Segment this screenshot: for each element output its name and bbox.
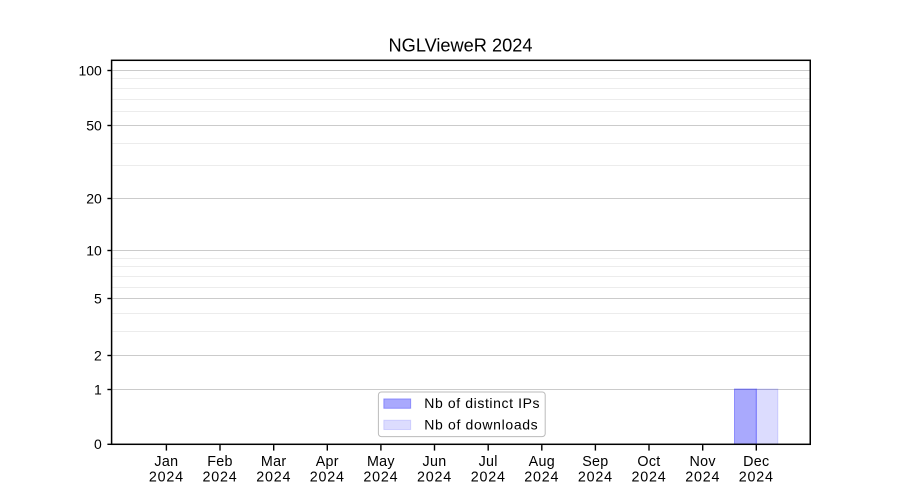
svg-text:Nb of distinct IPs: Nb of distinct IPs: [424, 395, 540, 411]
svg-text:Jul: Jul: [479, 454, 498, 470]
svg-text:100: 100: [78, 62, 102, 78]
svg-text:2: 2: [94, 347, 102, 363]
svg-text:2024: 2024: [310, 470, 345, 486]
svg-text:2024: 2024: [256, 470, 291, 486]
svg-text:50: 50: [86, 117, 102, 133]
svg-text:2024: 2024: [202, 470, 237, 486]
svg-text:2024: 2024: [578, 470, 613, 486]
svg-text:NGLVieweR 2024: NGLVieweR 2024: [389, 36, 533, 56]
svg-text:2024: 2024: [363, 470, 398, 486]
svg-text:Jan: Jan: [154, 454, 178, 470]
svg-text:1: 1: [94, 381, 102, 397]
svg-text:2024: 2024: [739, 470, 774, 486]
svg-text:2024: 2024: [524, 470, 559, 486]
svg-text:2024: 2024: [471, 470, 506, 486]
svg-text:Mar: Mar: [261, 454, 287, 470]
svg-text:2024: 2024: [685, 470, 720, 486]
svg-text:May: May: [367, 454, 395, 470]
svg-text:Dec: Dec: [743, 454, 769, 470]
svg-text:Sep: Sep: [582, 454, 608, 470]
svg-text:Nov: Nov: [690, 454, 717, 470]
svg-text:2024: 2024: [417, 470, 452, 486]
svg-text:10: 10: [86, 242, 102, 258]
svg-text:Jun: Jun: [423, 454, 447, 470]
svg-text:Feb: Feb: [207, 454, 233, 470]
svg-text:0: 0: [94, 436, 102, 452]
svg-text:Oct: Oct: [637, 454, 660, 470]
svg-text:2024: 2024: [149, 470, 184, 486]
svg-text:Nb of downloads: Nb of downloads: [424, 417, 538, 433]
svg-text:Apr: Apr: [316, 454, 339, 470]
svg-text:2024: 2024: [631, 470, 666, 486]
svg-text:20: 20: [86, 190, 102, 206]
svg-text:Aug: Aug: [529, 454, 555, 470]
svg-text:5: 5: [94, 290, 102, 306]
